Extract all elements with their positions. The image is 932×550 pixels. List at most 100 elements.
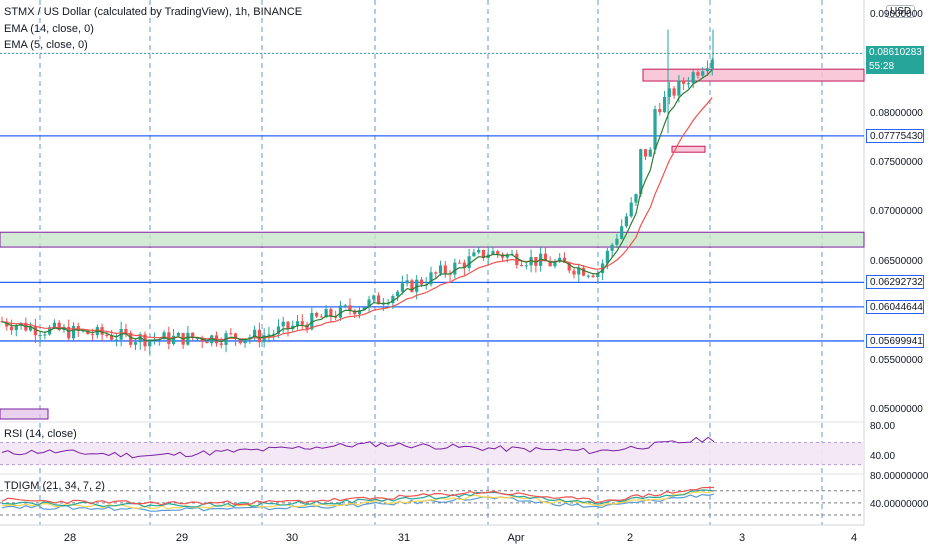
candle — [253, 329, 257, 338]
candle — [129, 332, 133, 345]
candle — [310, 312, 314, 330]
candle — [477, 249, 481, 253]
candle — [624, 216, 629, 227]
level-tag: 0.06292732 — [866, 275, 924, 290]
candle — [295, 321, 300, 326]
candle — [391, 296, 395, 304]
candle — [67, 326, 71, 339]
candle — [81, 330, 85, 332]
last-price-tag: 0.08610283 55:28 — [866, 46, 924, 75]
candle — [705, 68, 710, 72]
candle — [586, 275, 590, 277]
candle — [286, 321, 290, 329]
candle — [195, 337, 200, 339]
candle — [591, 275, 595, 278]
candle — [419, 279, 424, 285]
candle — [615, 238, 619, 245]
ema5-legend[interactable]: EMA (5, close, 0) — [4, 39, 88, 51]
candle — [176, 332, 180, 336]
candle — [567, 262, 571, 271]
grid — [0, 0, 865, 526]
candle — [191, 332, 195, 338]
candle — [639, 149, 643, 195]
candle — [453, 262, 457, 275]
candle — [496, 251, 500, 255]
candle — [110, 335, 114, 340]
candle — [238, 338, 242, 344]
candle — [658, 109, 662, 113]
level-tag: 0.05699941 — [866, 333, 924, 348]
candle — [701, 71, 705, 76]
rsi-pane — [0, 436, 864, 466]
time-tick: 2 — [626, 532, 634, 544]
candle — [686, 83, 690, 85]
price-tick: 0.09000000 — [870, 8, 923, 20]
time-tick: 29 — [175, 532, 189, 544]
time-tick: 30 — [285, 532, 299, 544]
candle — [348, 305, 352, 311]
candle — [272, 333, 276, 335]
tdigm-tick: 80.00000000 — [870, 471, 929, 482]
candle — [357, 310, 362, 315]
candle — [90, 334, 95, 336]
currency-badge[interactable]: USD — [886, 5, 916, 18]
candle — [653, 109, 657, 150]
rsi-tick: 80.00 — [870, 421, 896, 432]
candle — [114, 339, 118, 341]
candle — [467, 256, 471, 269]
tdigm-line — [1, 493, 715, 512]
rsi-label[interactable]: RSI (14, close) — [4, 428, 77, 440]
candle — [381, 303, 385, 305]
candle — [710, 59, 714, 69]
candle — [138, 334, 142, 343]
candle — [438, 265, 443, 274]
candle — [572, 270, 576, 275]
candle — [29, 326, 33, 331]
candle — [5, 321, 9, 327]
candle — [620, 226, 624, 239]
rsi-line — [1, 436, 715, 459]
candle — [610, 244, 614, 251]
tdigm-pane — [0, 486, 864, 516]
time-tick: 3 — [738, 532, 746, 544]
candle — [434, 272, 438, 274]
candle — [672, 88, 676, 96]
candle — [605, 250, 609, 264]
candle — [315, 312, 319, 317]
candle — [410, 280, 414, 292]
zones — [0, 68, 865, 420]
tdigm-label[interactable]: TDIGM (21, 34, 7, 2) — [4, 480, 105, 492]
support-levels — [0, 52, 864, 342]
candle — [233, 333, 238, 339]
level-tag: 0.06044644 — [866, 299, 924, 314]
time-tick: 31 — [397, 532, 411, 544]
last-price-value: 0.08610283 — [869, 47, 922, 59]
rsi-tick: 40.00 — [870, 451, 896, 462]
candle — [481, 249, 486, 259]
ema14-legend[interactable]: EMA (14, close, 0) — [4, 23, 94, 35]
candle — [648, 149, 652, 157]
candle — [543, 253, 547, 262]
candle — [262, 335, 266, 343]
ema5-line — [1, 69, 713, 343]
level-tag: 0.07775430 — [866, 128, 924, 143]
candle — [324, 309, 328, 318]
candle — [200, 337, 204, 342]
candle — [43, 334, 47, 336]
candle — [281, 321, 285, 327]
candle — [643, 149, 648, 157]
candle — [629, 202, 633, 217]
candle — [229, 333, 233, 335]
candle — [519, 265, 524, 267]
candle — [396, 291, 400, 297]
rsi-band — [0, 442, 864, 465]
candle — [205, 341, 209, 344]
candle — [443, 265, 447, 274]
candle — [372, 295, 376, 300]
price-tick: 0.07000000 — [870, 206, 923, 218]
candle — [319, 316, 323, 318]
price-tick: 0.05500000 — [870, 354, 923, 366]
candle — [458, 262, 462, 264]
candle — [186, 332, 190, 345]
